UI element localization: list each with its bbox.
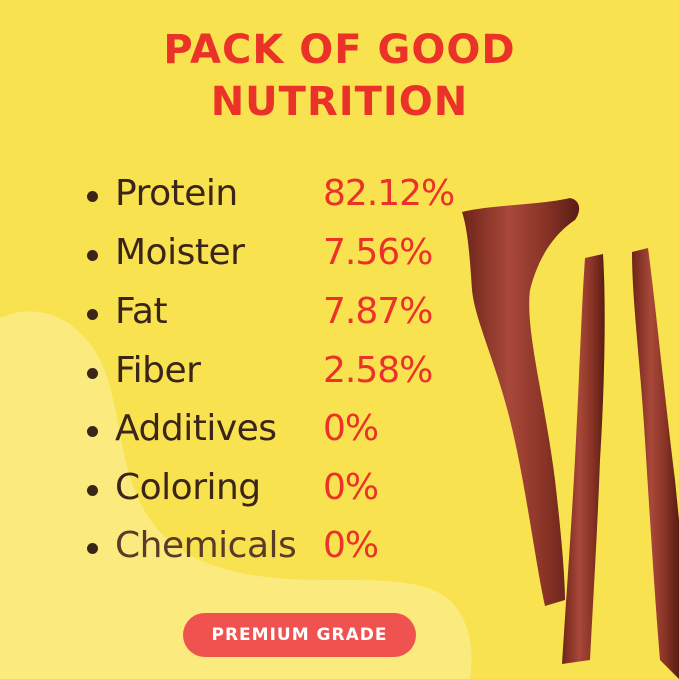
nutrition-row-coloring: Coloring 0% [82, 463, 482, 513]
nutrition-row-moister: Moister 7.56% [82, 228, 482, 278]
bullet-icon [87, 309, 98, 320]
nutrient-label: Protein [115, 173, 238, 214]
bullet-icon [87, 191, 98, 202]
nutrient-value: 7.87% [323, 291, 433, 332]
nutrition-row-additives: Additives 0% [82, 404, 482, 454]
nutrient-label: Additives [115, 408, 277, 449]
nutrient-label: Chemicals [115, 525, 297, 566]
bullet-icon [87, 250, 98, 261]
nutrient-label: Fat [115, 291, 168, 332]
nutrient-value: 2.58% [323, 350, 433, 391]
bullet-icon [87, 368, 98, 379]
nutrition-row-fiber: Fiber 2.58% [82, 346, 482, 396]
bullet-icon [87, 543, 98, 554]
nutrient-label: Coloring [115, 467, 261, 508]
nutrition-row-chemicals: Chemicals 0% [82, 521, 482, 571]
nutrient-value: 7.56% [323, 232, 433, 273]
title-line-1: PACK OF GOOD [163, 27, 516, 73]
nutrient-value: 0% [323, 525, 379, 566]
nutrient-value: 82.12% [323, 173, 455, 214]
nutrient-value: 0% [323, 467, 379, 508]
nutrient-label: Fiber [115, 350, 201, 391]
bullet-icon [87, 485, 98, 496]
bullet-icon [87, 426, 98, 437]
title-line-2: NUTRITION [210, 79, 469, 125]
nutrient-label: Moister [115, 232, 245, 273]
premium-grade-badge: PREMIUM GRADE [183, 613, 416, 657]
nutrient-value: 0% [323, 408, 379, 449]
nutrition-row-fat: Fat 7.87% [82, 287, 482, 337]
nutrition-row-protein: Protein 82.12% [82, 169, 482, 219]
